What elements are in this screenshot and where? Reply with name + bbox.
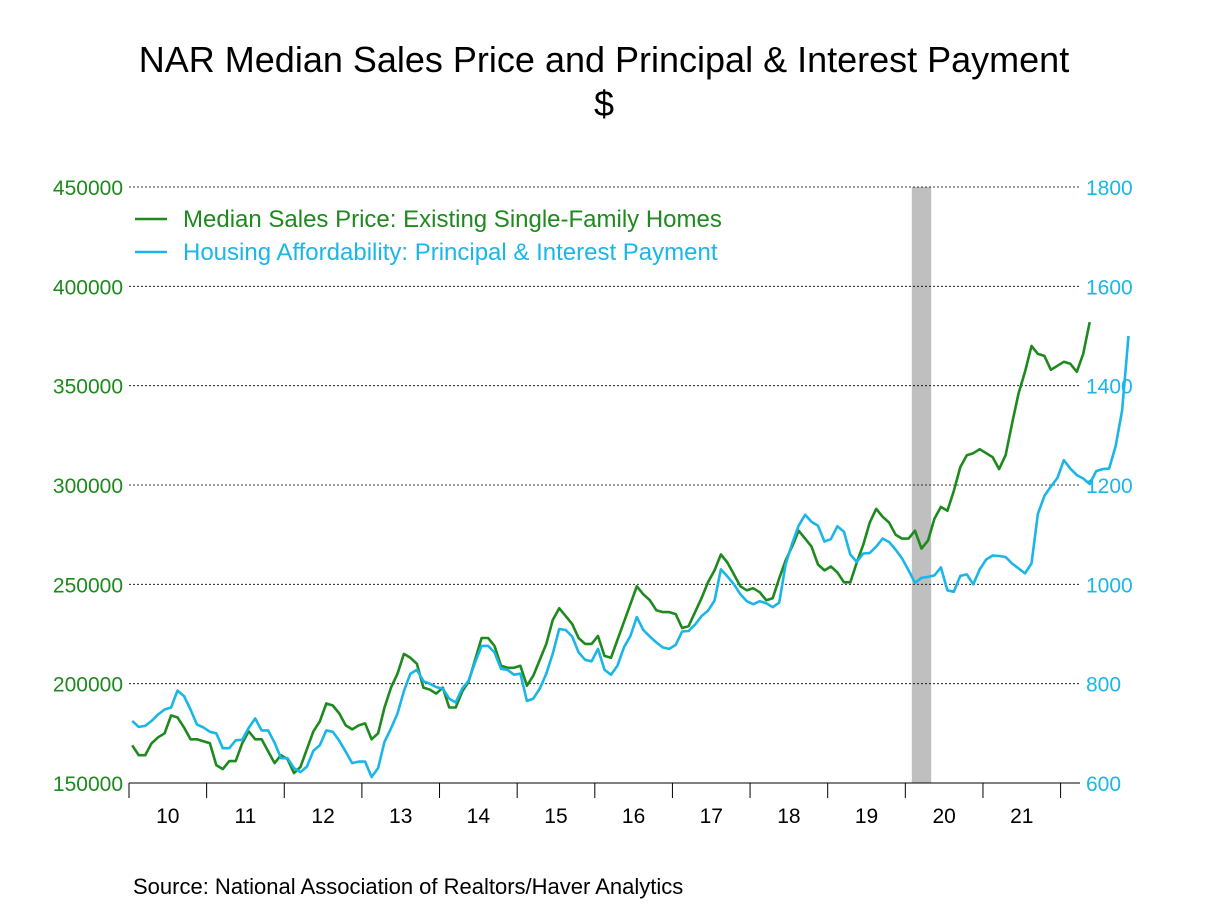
x-tick-label: 13 <box>389 805 412 828</box>
source-note: Source: National Association of Realtors… <box>133 874 684 899</box>
y-right-tick-label: 1000 <box>1086 574 1133 597</box>
chart-title-block: NAR Median Sales Price and Principal & I… <box>0 38 1208 126</box>
chart-subtitle: $ <box>593 83 615 124</box>
x-tick-label: 21 <box>1010 805 1033 828</box>
y-left-tick-label: 200000 <box>53 674 123 697</box>
y-right-tick-label: 1600 <box>1086 276 1133 299</box>
x-tick-label: 14 <box>467 805 491 828</box>
y-right-tick-label: 1200 <box>1086 475 1133 498</box>
y-right-tick-label: 1800 <box>1086 177 1133 200</box>
x-tick-label: 19 <box>855 805 878 828</box>
x-tick-label: 20 <box>932 805 955 828</box>
x-tick-label: 12 <box>311 805 334 828</box>
series-line-principal-interest-payment <box>131 335 1130 779</box>
x-tick-label: 18 <box>777 805 800 828</box>
y-right-tick-label: 1400 <box>1086 376 1133 399</box>
y-left-tick-label: 300000 <box>53 475 123 498</box>
x-tick-label: 17 <box>700 805 723 828</box>
x-tick-label: 11 <box>235 805 257 828</box>
y-right-tick-label: 800 <box>1086 674 1121 697</box>
chart-title: NAR Median Sales Price and Principal & I… <box>138 39 1070 80</box>
y-left-tick-label: 450000 <box>53 177 123 200</box>
y-left-tick-label: 150000 <box>53 773 123 796</box>
y-left-tick-label: 250000 <box>53 574 123 597</box>
y-right-tick-label: 600 <box>1086 773 1121 796</box>
series-line-median-sales-price <box>131 321 1091 775</box>
x-tick-label: 16 <box>622 805 645 828</box>
y-left-tick-label: 350000 <box>53 376 123 399</box>
legend-entry: Median Sales Price: Existing Single-Fami… <box>183 206 722 233</box>
legend-entry: Housing Affordability: Principal & Inter… <box>183 239 718 266</box>
x-tick-label: 10 <box>156 805 179 828</box>
x-tick-label: 15 <box>544 805 567 828</box>
y-left-tick-label: 400000 <box>53 276 123 299</box>
